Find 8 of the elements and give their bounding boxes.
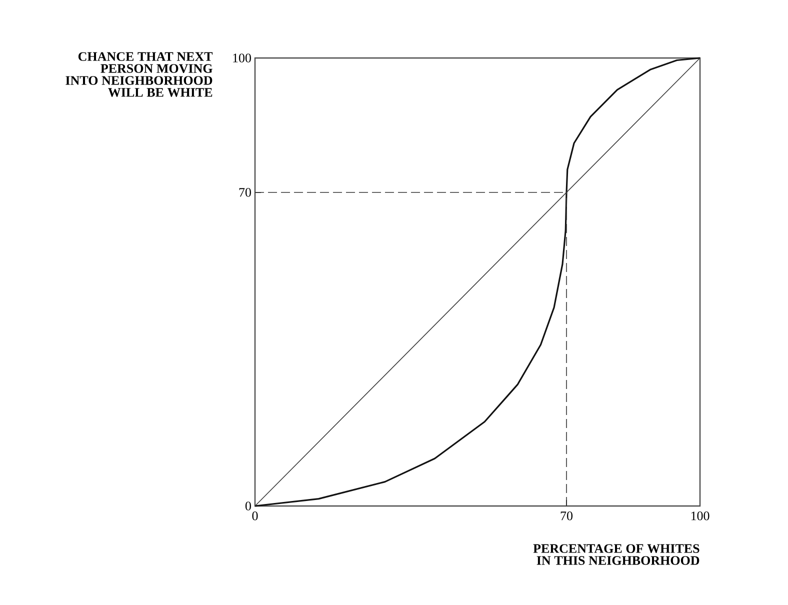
x-tick-label: 0 [252, 512, 258, 520]
x-tick-label: 70 [560, 512, 573, 520]
y-tick-label: 100 [233, 54, 251, 62]
y-tick-label: 70 [239, 188, 251, 197]
y-axis-title: CHANCE THAT NEXT PERSON MOVING INTO NEIGHBORHOOD WILL BE WHITE [66, 52, 213, 97]
x-tick-label: 100 [691, 512, 710, 520]
y-tick-label: 0 [245, 502, 251, 510]
x-axis-title: PERCENTAGE OF WHITES IN THIS NEIGHBORHOOD [533, 544, 700, 565]
